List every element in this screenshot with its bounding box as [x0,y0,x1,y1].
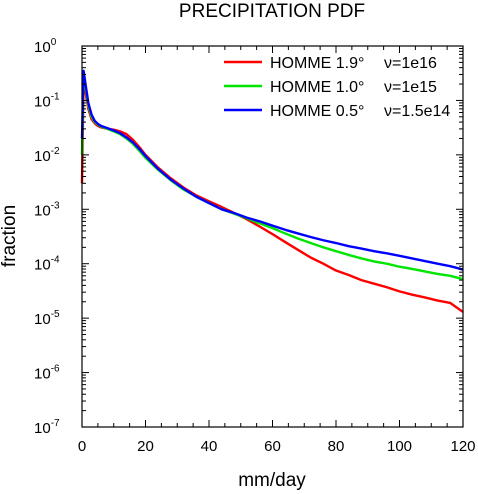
y-tick-label: 100 [34,37,57,56]
plot-lines [80,69,464,313]
y-tick-label: 10-7 [34,418,60,437]
x-tick-label: 80 [328,438,345,455]
legend-series-name: HOMME 1.9° [270,55,364,72]
x-tick-label: 100 [387,438,412,455]
chart-title: PRECIPITATION PDF [179,1,365,22]
y-tick-label: 10-2 [34,146,60,165]
y-tick-label: 10-5 [34,309,60,328]
x-tick-label: 60 [264,438,281,455]
legend-series-param: ν=1e16 [384,55,437,72]
y-tick-label: 10-4 [34,255,60,274]
series-line [80,69,464,271]
legend-series-param: ν=1.5e14 [384,103,450,120]
x-tick-label: 40 [201,438,218,455]
legend: HOMME 1.9° ν=1e16 HOMME 1.0° ν=1e15 HOMME 0.… [224,55,450,120]
y-tick-label: 10-3 [34,200,60,219]
x-tick-label: 20 [137,438,154,455]
y-tick-label: 10-6 [34,364,60,383]
y-tick-label: 10-1 [34,91,60,110]
x-tick-label: 120 [450,438,475,455]
legend-series-param: ν=1e15 [384,79,437,96]
legend-series-name: HOMME 0.5° [270,103,364,120]
legend-series-name: HOMME 1.0° [270,79,364,96]
y-axis: 100 10-1 10-2 10-3 10-4 10-5 10-6 10-7 [34,37,463,437]
x-axis: 0 20 40 60 80 100 120 [78,46,476,455]
x-axis-label: mm/day [238,470,306,491]
y-axis-label: fraction [0,205,20,267]
x-tick-label: 0 [78,438,86,455]
